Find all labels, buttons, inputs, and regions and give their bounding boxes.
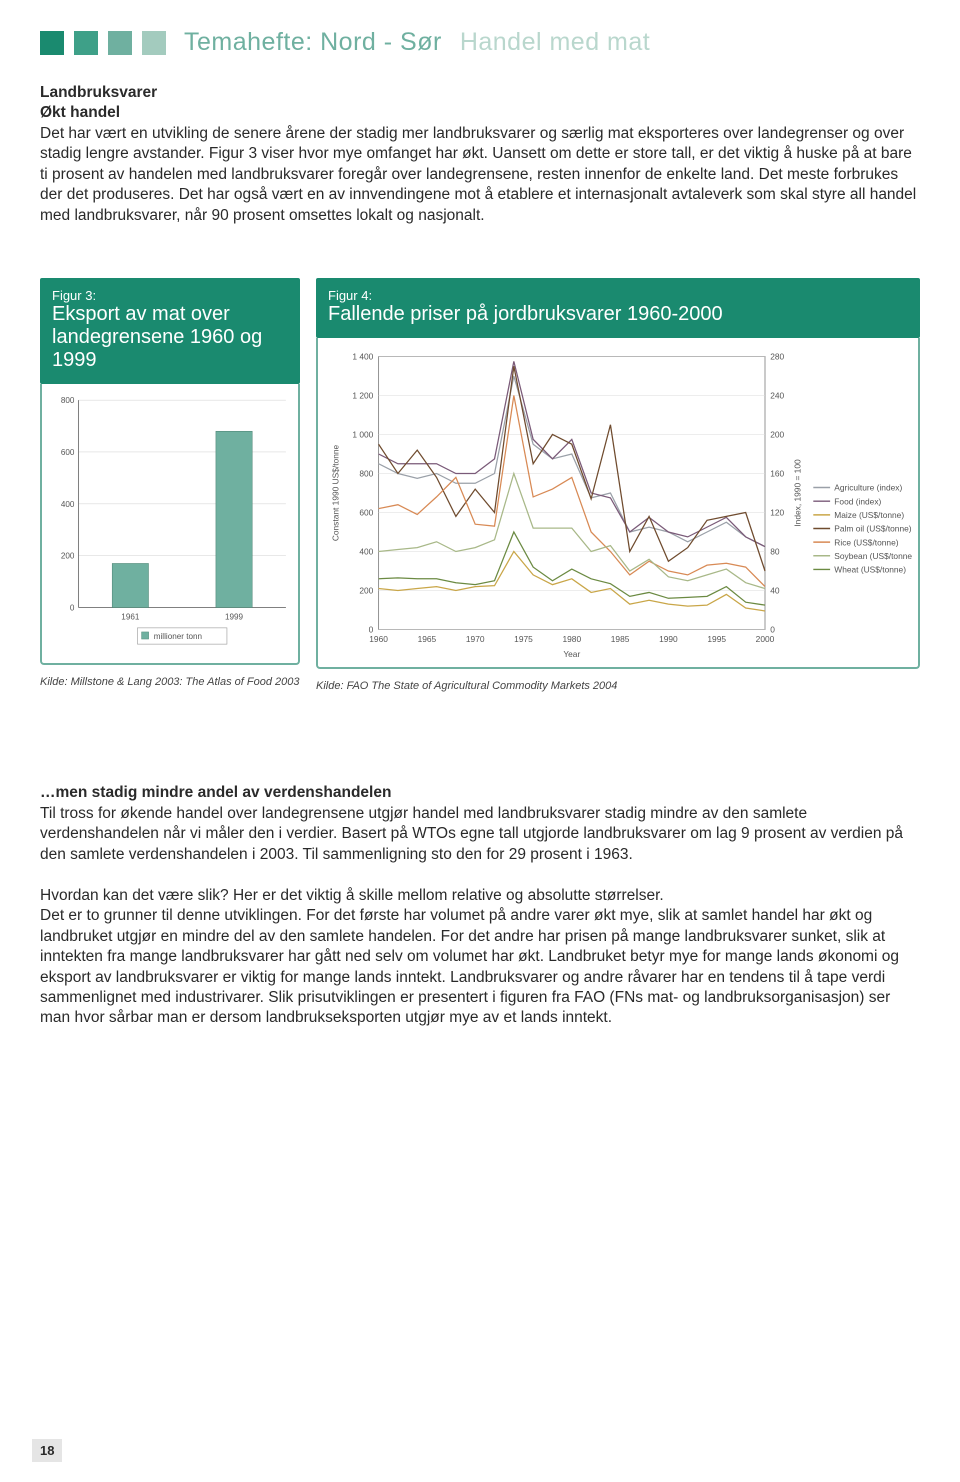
svg-text:400: 400	[359, 547, 373, 557]
lower-p3: Det er to grunner til denne utviklingen.…	[40, 906, 920, 1029]
svg-text:1961: 1961	[121, 613, 140, 622]
svg-text:1995: 1995	[707, 634, 726, 644]
svg-text:200: 200	[770, 430, 784, 440]
figure-4-source: Kilde: FAO The State of Agricultural Com…	[316, 679, 920, 693]
figure-3-title-box: Figur 3: Eksport av mat over landegrense…	[40, 278, 300, 384]
figure-3-chart: 0 200 400 600 800 1961 1999 millioner tonn	[48, 392, 292, 656]
intro-paragraph: Det har vært en utvikling de senere åren…	[40, 124, 920, 226]
svg-text:40: 40	[770, 586, 780, 596]
decor-square-2	[74, 31, 98, 55]
svg-text:Constant 1990 US$/tonne: Constant 1990 US$/tonne	[331, 445, 341, 542]
svg-text:1985: 1985	[611, 634, 630, 644]
figure-4-title: Fallende priser på jordbruksvarer 1960-2…	[328, 303, 908, 326]
svg-text:Soybean (US$/tonne): Soybean (US$/tonne)	[834, 551, 912, 561]
svg-text:1 400: 1 400	[352, 352, 373, 362]
figure-3: Figur 3: Eksport av mat over landegrense…	[40, 278, 300, 693]
figure-3-label: Figur 3:	[52, 288, 288, 303]
svg-text:1990: 1990	[659, 634, 678, 644]
figure-4-label: Figur 4:	[328, 288, 908, 303]
svg-text:1999: 1999	[225, 613, 244, 622]
svg-text:120: 120	[770, 508, 784, 518]
svg-text:240: 240	[770, 391, 784, 401]
svg-text:Rice (US$/tonne): Rice (US$/tonne)	[834, 537, 898, 547]
svg-text:1980: 1980	[562, 634, 581, 644]
lower-block: …men stadig mindre andel av verdenshande…	[40, 783, 920, 1028]
page-number: 18	[32, 1439, 62, 1462]
svg-text:Wheat (US$/tonne): Wheat (US$/tonne)	[834, 565, 906, 575]
svg-text:Index, 1990 = 100: Index, 1990 = 100	[793, 459, 803, 527]
svg-text:1970: 1970	[466, 634, 485, 644]
page-header: Temahefte: Nord - Sør Handel med mat	[40, 28, 920, 57]
figure-4-chart: 02004006008001 0001 2001 400040801201602…	[324, 346, 912, 661]
lower-p1: Til tross for økende handel over landegr…	[40, 804, 920, 865]
svg-text:Palm oil (US$/tonne): Palm oil (US$/tonne)	[834, 524, 911, 534]
figure-4-title-box: Figur 4: Fallende priser på jordbruksvar…	[316, 278, 920, 338]
lower-heading: …men stadig mindre andel av verdenshande…	[40, 783, 920, 803]
svg-text:1 200: 1 200	[352, 391, 373, 401]
decor-square-4	[142, 31, 166, 55]
intro-heading-1: Landbruksvarer	[40, 83, 920, 103]
header-title-a: Temahefte: Nord - Sør	[184, 28, 442, 57]
lower-p2: Hvordan kan det være slik? Her er det vi…	[40, 886, 920, 906]
figure-3-chart-frame: 0 200 400 600 800 1961 1999 millioner tonn	[40, 384, 300, 664]
svg-text:80: 80	[770, 547, 780, 557]
intro-heading-2: Økt handel	[40, 103, 920, 123]
svg-text:600: 600	[359, 508, 373, 518]
svg-text:1975: 1975	[514, 634, 533, 644]
svg-text:1960: 1960	[369, 634, 388, 644]
svg-text:600: 600	[61, 448, 75, 457]
figure-4: Figur 4: Fallende priser på jordbruksvar…	[316, 278, 920, 693]
figure-4-chart-frame: 02004006008001 0001 2001 400040801201602…	[316, 338, 920, 669]
figure-3-title: Eksport av mat over landegrensene 1960 o…	[52, 303, 288, 372]
svg-text:Agriculture (index): Agriculture (index)	[834, 483, 902, 493]
decor-square-3	[108, 31, 132, 55]
decor-square-1	[40, 31, 64, 55]
svg-text:Food (index): Food (index)	[834, 497, 881, 507]
svg-text:400: 400	[61, 500, 75, 509]
figure-3-source: Kilde: Millstone & Lang 2003: The Atlas …	[40, 675, 300, 689]
intro-block: Landbruksvarer Økt handel Det har vært e…	[40, 83, 920, 226]
svg-text:Year: Year	[563, 649, 580, 659]
svg-text:800: 800	[359, 469, 373, 479]
svg-text:0: 0	[70, 604, 75, 613]
svg-text:200: 200	[61, 552, 75, 561]
svg-text:millioner tonn: millioner tonn	[154, 632, 202, 641]
svg-text:2000: 2000	[756, 634, 775, 644]
svg-text:160: 160	[770, 469, 784, 479]
header-title-b: Handel med mat	[460, 28, 650, 57]
svg-text:1 000: 1 000	[352, 430, 373, 440]
svg-text:1965: 1965	[418, 634, 437, 644]
svg-text:200: 200	[359, 586, 373, 596]
svg-text:Maize (US$/tonne): Maize (US$/tonne)	[834, 510, 904, 520]
svg-text:800: 800	[61, 396, 75, 405]
svg-text:280: 280	[770, 352, 784, 362]
